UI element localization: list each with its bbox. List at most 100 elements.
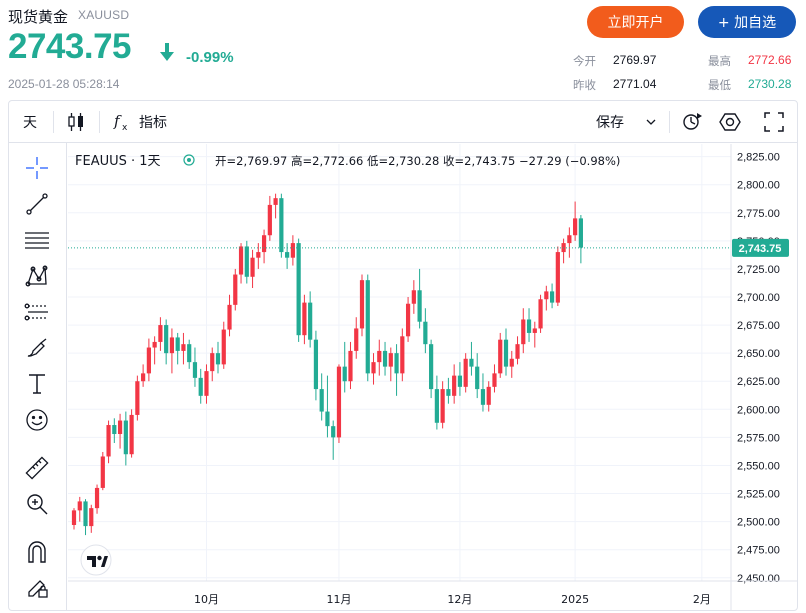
- candle: [486, 381, 491, 412]
- fib-icon[interactable]: [22, 225, 52, 255]
- magnet-icon[interactable]: [22, 537, 52, 567]
- candle: [509, 350, 514, 378]
- open-account-button[interactable]: 立即开户: [587, 6, 684, 38]
- candle: [100, 451, 105, 491]
- candle: [532, 321, 537, 348]
- pattern-icon[interactable]: [22, 261, 52, 291]
- long-position-icon[interactable]: [22, 297, 52, 327]
- stat-prev-close: 昨收 2771.04: [573, 77, 683, 93]
- stat-open: 今开 2769.97: [573, 53, 683, 69]
- candle-body: [285, 252, 290, 258]
- candle-body: [187, 344, 192, 363]
- settings-icon[interactable]: [719, 101, 741, 143]
- x-tick-label: 12月: [447, 593, 472, 606]
- candle: [267, 195, 272, 241]
- zoom-in-icon[interactable]: [22, 489, 52, 519]
- ruler-icon[interactable]: [22, 453, 52, 483]
- candle: [388, 347, 393, 382]
- candle: [371, 353, 376, 385]
- candle-body: [198, 377, 203, 396]
- fullscreen-icon[interactable]: [764, 101, 784, 143]
- current-price: 2743.75: [8, 27, 132, 66]
- candle: [377, 339, 382, 376]
- interval-button[interactable]: 天: [23, 115, 37, 131]
- candle: [112, 418, 117, 443]
- candle-body: [94, 487, 100, 509]
- candle-body: [325, 411, 330, 427]
- candle: [141, 364, 146, 387]
- candle-body: [158, 325, 163, 342]
- add-watchlist-button[interactable]: + 加自选: [698, 6, 796, 38]
- candle: [302, 294, 307, 345]
- chart-toolbar: 天 f x 指标 保存: [9, 101, 797, 143]
- candle: [152, 336, 157, 365]
- candle: [440, 381, 445, 429]
- candle: [187, 339, 192, 369]
- candle-body: [463, 358, 468, 387]
- candle: [348, 341, 353, 390]
- candle: [279, 193, 284, 258]
- candle-body: [100, 456, 105, 488]
- x-tick-label: 2月: [693, 593, 711, 606]
- candle: [452, 364, 457, 404]
- chevron-down-icon: [646, 119, 656, 125]
- candle: [469, 341, 474, 376]
- candle: [77, 496, 82, 522]
- candle: [549, 283, 555, 309]
- candle-body: [181, 344, 186, 351]
- lock-draw-icon[interactable]: [22, 573, 52, 603]
- candle: [578, 215, 583, 264]
- x-tick-label: 10月: [194, 593, 219, 606]
- text-icon[interactable]: [22, 369, 52, 399]
- candle-body: [313, 339, 319, 390]
- brush-icon[interactable]: [22, 333, 52, 363]
- candle: [146, 338, 151, 382]
- candle: [365, 274, 370, 382]
- y-tick-label: 2,825.00: [737, 152, 780, 164]
- save-label: 保存: [596, 115, 624, 131]
- last-price-label: 2,743.75: [739, 243, 782, 255]
- chart-widget: 天 f x 指标 保存: [8, 100, 798, 611]
- svg-text:x: x: [122, 123, 128, 132]
- candle-body: [152, 341, 157, 348]
- candle-body: [567, 235, 572, 244]
- price-chart[interactable]: 2,450.00 2,475.00 2,500.00 2,525.00 2,550.00…: [9, 101, 799, 612]
- candle: [313, 330, 319, 401]
- candle-type-icon[interactable]: [67, 101, 85, 143]
- candle: [123, 411, 128, 466]
- candle-body: [129, 414, 134, 455]
- save-button[interactable]: 保存: [596, 101, 656, 143]
- candle: [561, 238, 566, 264]
- trendline-icon[interactable]: [22, 189, 52, 219]
- y-tick-label: 2,575.00: [737, 432, 780, 444]
- candle: [434, 375, 439, 430]
- candle: [567, 227, 572, 258]
- candle: [158, 317, 163, 351]
- candle: [244, 240, 249, 284]
- candle-body: [141, 373, 146, 382]
- candle-body: [348, 350, 353, 382]
- candle-body: [526, 319, 532, 333]
- candle-body: [71, 510, 77, 525]
- stat-open-label: 今开: [573, 54, 596, 68]
- emoji-icon[interactable]: [22, 405, 52, 435]
- crosshair-icon[interactable]: [22, 153, 52, 183]
- candle: [325, 375, 330, 438]
- replay-icon[interactable]: [681, 101, 703, 143]
- candle-body: [371, 362, 376, 374]
- candle-body: [215, 353, 221, 365]
- candle-body: [492, 373, 497, 387]
- candle: [221, 321, 226, 369]
- candle: [192, 347, 198, 387]
- candle: [135, 375, 140, 421]
- indicators-button[interactable]: f x 指标: [113, 101, 167, 143]
- candle-body: [417, 290, 422, 322]
- candle-body: [112, 425, 117, 435]
- candle-body: [146, 347, 151, 374]
- candle-body: [400, 336, 405, 374]
- candle: [331, 420, 336, 460]
- candle: [164, 319, 169, 365]
- candle: [342, 341, 347, 393]
- candle-body: [515, 344, 520, 359]
- candle: [238, 243, 244, 284]
